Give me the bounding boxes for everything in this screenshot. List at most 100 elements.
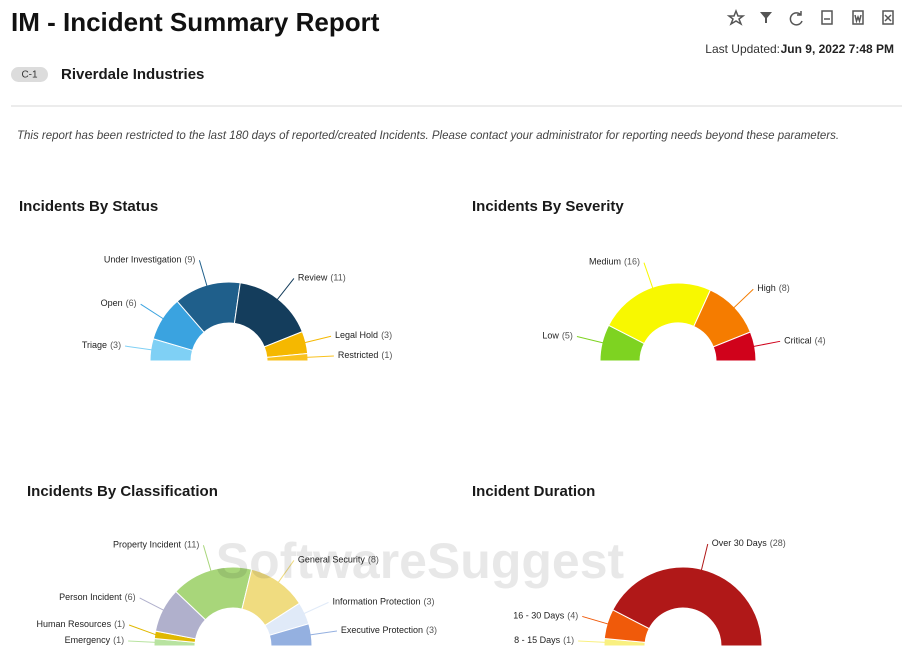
leader-line xyxy=(202,545,212,573)
leader-line xyxy=(700,543,709,572)
slice-value: (6) xyxy=(126,299,137,309)
slice-label: Property Incident (11) xyxy=(113,540,199,550)
chart: Incidents By Severity Low (5) Medium (16) Hig… xyxy=(472,198,826,362)
last-updated: Jun 9, 2022 7:48 PM xyxy=(781,42,894,56)
leader-line xyxy=(305,355,334,358)
slice-value: (1) xyxy=(113,635,124,645)
slice-label: Review (11) xyxy=(298,273,346,283)
leader-line xyxy=(752,340,781,348)
leader-line xyxy=(276,278,295,301)
leader-line xyxy=(140,303,165,320)
slice-category: Restricted xyxy=(338,350,379,360)
slice-category: Low xyxy=(542,331,559,341)
leader-line xyxy=(302,601,329,615)
excel-export-button[interactable] xyxy=(882,10,894,25)
slice-label: 16 - 30 Days (4) xyxy=(513,611,578,621)
slice-category: Human Resources xyxy=(37,619,112,629)
slice-value: (5) xyxy=(562,331,573,341)
report-title: IM - Incident Summary Report xyxy=(11,7,380,37)
slice-value: (8) xyxy=(779,284,790,294)
slice-label: Executive Protection (3) xyxy=(341,625,437,635)
slice-label: Emergency (1) xyxy=(65,635,125,645)
slice-value: (4) xyxy=(815,336,826,346)
slice-label: Under Investigation (9) xyxy=(104,255,196,265)
slice-value: (11) xyxy=(184,540,199,550)
slice-label: High (8) xyxy=(757,284,790,294)
chart-title: Incident Duration xyxy=(472,483,595,500)
chart-title: Incidents By Status xyxy=(19,198,158,215)
leader-line xyxy=(128,624,157,636)
slice-label: Legal Hold (3) xyxy=(335,331,392,341)
favorite-button[interactable] xyxy=(726,8,746,26)
chart-title: Incidents By Severity xyxy=(472,198,624,215)
refresh-button[interactable] xyxy=(789,11,803,26)
toolbar xyxy=(726,8,894,26)
slice xyxy=(712,331,757,362)
slice-value: (1) xyxy=(563,635,574,645)
slice-label: Human Resources (1) xyxy=(37,619,126,629)
slice-value: (16) xyxy=(624,257,640,267)
slice-value: (8) xyxy=(368,555,379,565)
slice xyxy=(266,352,309,362)
slice-category: Information Protection xyxy=(333,597,421,607)
slice-label: Critical (4) xyxy=(784,336,826,346)
slice-value: (11) xyxy=(330,273,345,283)
slice xyxy=(612,566,763,647)
leader-line xyxy=(732,288,754,309)
slice-label: Open (6) xyxy=(101,299,137,309)
slice-category: Legal Hold xyxy=(335,331,378,341)
slice-label: Information Protection (3) xyxy=(333,597,435,607)
slice-category: Critical xyxy=(784,336,812,346)
last-updated-label: Last Updated: xyxy=(705,42,780,56)
word-export-button[interactable] xyxy=(852,10,864,25)
slice xyxy=(607,282,712,345)
slice-value: (1) xyxy=(381,350,392,360)
organization: Riverdale Industries xyxy=(61,66,204,83)
slice-category: Open xyxy=(101,299,123,309)
pdf-export-button[interactable] xyxy=(821,10,833,25)
slice-value: (3) xyxy=(110,340,121,350)
filter-button[interactable] xyxy=(760,12,772,23)
slice-category: Triage xyxy=(82,340,107,350)
leader-line xyxy=(128,640,157,643)
leader-line xyxy=(198,260,208,288)
slice-category: High xyxy=(757,284,776,294)
slice-category: Executive Protection xyxy=(341,625,423,635)
slice-label: Over 30 Days (28) xyxy=(712,538,786,548)
watermark: SoftwareSuggest xyxy=(216,533,625,589)
chart-title: Incidents By Classification xyxy=(27,483,218,500)
slice-category: Under Investigation xyxy=(104,255,182,265)
leader-line xyxy=(139,597,165,612)
slice-label: 8 - 15 Days (1) xyxy=(514,635,574,645)
slice-value: (3) xyxy=(424,597,435,607)
leader-line xyxy=(582,615,610,625)
slice-category: Over 30 Days xyxy=(712,538,768,548)
slice-category: Person Incident xyxy=(59,592,122,602)
badge: C-1 xyxy=(21,70,38,81)
leader-line xyxy=(124,345,153,351)
slice-label: Restricted (1) xyxy=(338,350,393,360)
slice-label: Triage (3) xyxy=(82,340,121,350)
slice-category: Review xyxy=(298,273,328,283)
slice-category: Medium xyxy=(589,257,621,267)
slice-label: Person Incident (6) xyxy=(59,592,136,602)
slice-category: 8 - 15 Days xyxy=(514,635,561,645)
leader-line xyxy=(303,335,332,344)
slice-value: (3) xyxy=(381,331,392,341)
slice-category: Property Incident xyxy=(113,540,182,550)
slice-value: (1) xyxy=(114,619,125,629)
slice-value: (4) xyxy=(567,611,578,621)
leader-line xyxy=(309,630,338,636)
slice-label: Low (5) xyxy=(542,331,573,341)
slice-category: General Security xyxy=(298,555,366,565)
slice-value: (6) xyxy=(125,592,136,602)
slice-label: General Security (8) xyxy=(298,555,379,565)
slice-category: Emergency xyxy=(65,635,111,645)
slice-category: 16 - 30 Days xyxy=(513,611,565,621)
leader-line xyxy=(578,640,607,643)
